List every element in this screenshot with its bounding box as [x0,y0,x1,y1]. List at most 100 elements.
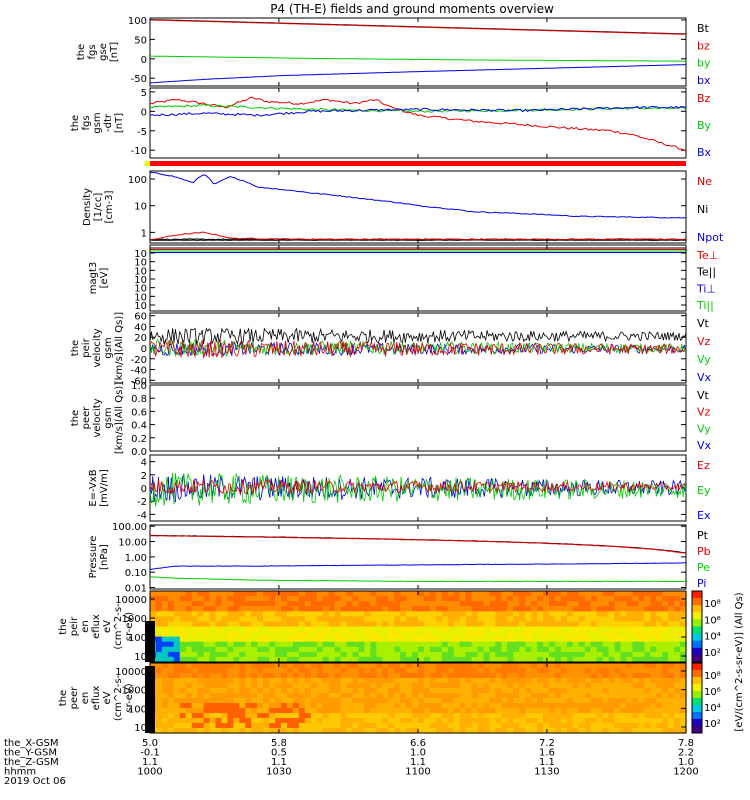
series-line-fgs-dsl-0 [149,96,687,152]
legend-pressure-1: Pb [697,545,711,558]
legend-fgs-dsl-2: Bx [697,146,712,159]
legend-temp-0: Te⊥ [696,249,718,262]
ytick-label: 0.8 [131,394,147,405]
ylabel-line: peir [69,616,80,636]
colorbar-peer-stop [692,677,702,685]
ytick-label: 40 [134,322,147,333]
legend-peer-vel-1: Vz [697,406,711,419]
ylabel-line: [mV/m] [99,469,110,507]
ytick-label: 10 [134,275,147,286]
ephem-value-1-2: 1.0 [410,748,426,759]
ylabel-line: the [76,44,87,60]
ytick-label: 0 [141,344,147,355]
ylabel-line: [nT] [114,113,125,133]
ylabel-line: peer [81,406,92,430]
series-line-pressure-2 [149,562,686,571]
ytick-label: 0.0 [131,447,147,458]
ylabel-line: en [80,692,91,705]
ylabel-line: gsm [103,407,114,428]
ephem-value-1-0: -0.1 [140,748,160,759]
series-line-density-0 [149,171,687,219]
colorbar-peir-tick-0: 10⁸ [704,599,721,610]
series-line-fgs-gse-1 [149,19,686,35]
ytick-label: -2 [137,497,147,508]
ephem-value-3-0: 1000 [137,767,162,778]
ytick-label: 4 [141,458,147,469]
ephem-value-2-0: 1.1 [142,757,158,768]
colorbar-peer-tick-2: 10⁴ [704,703,721,714]
series-line-fgs-gse-3 [149,64,687,84]
ylabel-line: eflux [91,686,102,711]
ylabel-line: velocity [92,328,103,367]
ytick-label: 0 [141,484,147,495]
ylabel-line: magt3 [88,262,99,295]
ytick-label: 10 [134,258,147,269]
ylabel-line: peir [81,337,92,357]
panel-peer-vel: 1.0 0.8 0.6 0.4 0.2 0.0 the peer velocity gsm [km/… [70,381,712,458]
ytick-label: 0.6 [131,407,147,418]
colorbar-peer-stop [692,719,702,727]
legend-efield-0: Ez [697,459,710,472]
panel-frame-density [149,170,687,244]
quality-bar [150,161,686,166]
colorbar-peir-tick-1: 10⁶ [704,615,721,626]
colorbar-peer-stop [692,670,702,678]
ytick-label: 0.4 [131,421,147,432]
ephem-label-1: the_Y-GSM [4,748,57,759]
vel-vt [149,327,687,346]
ylabel-line: en [80,620,91,633]
ytick-label: 10000 [115,595,147,606]
legend-temp-3: Ti|| [696,299,714,312]
plot-title: P4 (TH-E) fields and ground moments over… [270,2,554,16]
ylabel-line: sr-eV) [124,612,135,641]
colorbar-peir-stop [692,626,702,635]
ytick-label: 10.00 [118,538,147,549]
legend-fgs-dsl-0: Bz [697,92,711,105]
ytick-label: -10 [131,146,147,157]
panel-frame-temp [149,244,687,312]
legend-density-2: Npot [697,231,724,244]
ephem-value-2-4: 1.0 [678,757,694,768]
ef-ez [149,478,687,496]
series-line-fgs-gse-2 [150,55,686,62]
legend-peer-vel-0: Vt [697,389,710,402]
ytick-label: 1000 [122,614,147,625]
ytick-label: 1.00 [125,553,147,564]
legend-temp-1: Te|| [696,266,716,279]
ytick-label: 100 [128,175,147,186]
colorbar-peir-stop [692,598,702,606]
ylabel-line: (cm^2-s- [113,674,124,721]
quality-bar-start [145,161,150,166]
ylabel-line: [km/s](All Qs)] [114,312,125,384]
ephem-value-2-2: 1.1 [410,757,426,768]
ylabel-line: [nPa] [99,544,110,570]
series-line-pressure-3 [149,576,687,583]
ylabel-line: eflux [91,614,102,639]
ytick-label: 1000 [122,686,147,697]
ylabel-line: the [70,410,81,426]
colorbar-peer-tick-0: 10⁸ [704,671,721,682]
ytick-label: 2 [141,471,147,482]
ylabel-line: gse [98,43,109,61]
ytick-label: 100 [128,16,147,27]
vel-vz [149,338,687,359]
legend-fgs-gse-1: bz [697,39,710,52]
panel-fgs-dsl: 5 0 -5 -10 the fgs gsm -dtr [nT] Bz By Bx [70,87,712,166]
ephem-value-1-3: 1.6 [539,748,555,759]
ylabel-line: [km/s](All Qs)] [114,382,125,454]
ef-ey [149,472,687,507]
ephem-date: 2019 Oct 06 [4,776,66,787]
ylabel-line: gsm [103,337,114,358]
legend-fgs-gse-0: Bt [697,22,710,35]
ylabel-line: Pressure [88,536,99,579]
legend-peir-vel-1: Vz [697,335,711,348]
colorbar-peer-stop [692,712,702,720]
colorbar-peir-stop [692,619,702,627]
ytick-label: 100.00 [112,522,147,533]
ytick-label: -5 [137,127,147,138]
panel-density: 100 10 1 Density [1/cc] [cm-3] Ne Ni Npot [82,170,724,244]
ephem-value-2-3: 1.1 [539,757,555,768]
ephem-value-0-0: 5.0 [142,738,158,749]
